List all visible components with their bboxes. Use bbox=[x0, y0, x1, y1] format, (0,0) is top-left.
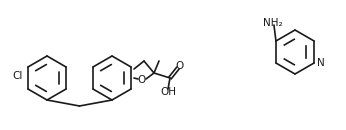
Text: N: N bbox=[317, 58, 325, 68]
Text: O: O bbox=[138, 75, 146, 85]
Text: NH₂: NH₂ bbox=[263, 18, 283, 28]
Text: Cl: Cl bbox=[12, 71, 23, 81]
Text: O: O bbox=[176, 61, 184, 71]
Text: OH: OH bbox=[160, 87, 176, 97]
